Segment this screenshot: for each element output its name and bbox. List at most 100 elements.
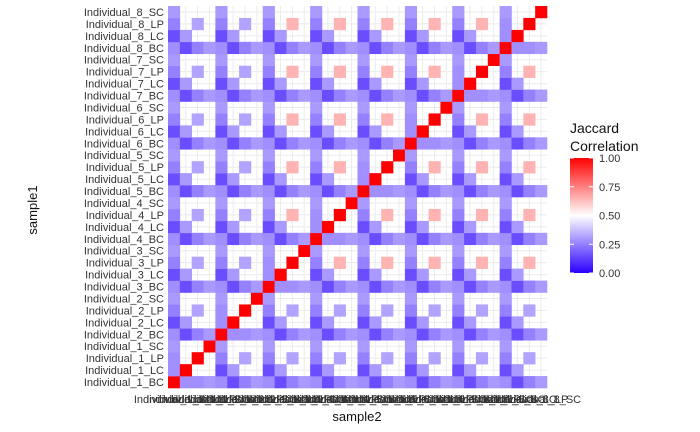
heatmap-cell	[369, 173, 382, 186]
heatmap-cell	[168, 280, 181, 293]
heatmap-cell	[262, 220, 275, 234]
heatmap-cell	[203, 280, 216, 293]
heatmap-cell	[464, 173, 477, 186]
heatmap-cell	[321, 41, 335, 55]
heatmap-cell	[523, 208, 536, 222]
heatmap-cell	[168, 17, 181, 31]
heatmap-cell	[321, 364, 335, 377]
heatmap-cell	[404, 77, 418, 90]
heatmap-cell	[262, 65, 275, 78]
heatmap-cell	[168, 208, 181, 222]
x-tick-label: Individual_3_SC	[264, 394, 344, 406]
y-tick-label: Individual_5_LP	[86, 162, 164, 174]
heatmap-cell	[262, 125, 275, 138]
x-tick-label: Individual_7_SC	[454, 394, 534, 406]
heatmap-cell	[440, 328, 453, 341]
heatmap-cell	[333, 280, 346, 293]
heatmap-cell	[464, 364, 477, 377]
y-tick-label: Individual_1_LP	[86, 353, 164, 365]
heatmap-cell	[464, 220, 477, 234]
x-tick-label: Individual_2_SC	[217, 394, 297, 406]
heatmap-cell	[357, 232, 370, 246]
heatmap-cell	[250, 376, 264, 389]
legend-tick-label: 0.50	[599, 211, 620, 223]
heatmap-cell	[333, 185, 346, 198]
heatmap-cell	[179, 41, 192, 55]
heatmap-cell	[452, 268, 465, 281]
heatmap-cell	[191, 137, 204, 150]
heatmap-cell	[286, 89, 299, 102]
heatmap-cell	[487, 280, 500, 293]
heatmap-cell	[428, 352, 441, 365]
heatmap-cell	[215, 268, 228, 281]
heatmap-cell	[333, 376, 346, 389]
x-tick-label: Individual_1_BC	[134, 394, 214, 406]
heatmap-cell	[286, 328, 299, 341]
heatmap-cell	[475, 89, 489, 102]
heatmap-cell	[310, 137, 323, 150]
heatmap-cell	[168, 376, 181, 389]
heatmap-cell	[333, 41, 346, 55]
heatmap-cell	[535, 6, 548, 19]
heatmap-cell	[393, 137, 406, 150]
heatmap-cell	[428, 376, 441, 389]
heatmap-cell	[475, 256, 489, 269]
heatmap-cell	[452, 256, 465, 269]
heatmap-cell	[179, 185, 192, 198]
heatmap-cell	[357, 376, 370, 389]
heatmap-cell	[357, 244, 370, 257]
heatmap-cell	[404, 41, 418, 55]
heatmap-cell	[274, 77, 287, 90]
heatmap-cell	[369, 316, 382, 329]
heatmap-cell	[321, 185, 335, 198]
heatmap-cell	[499, 65, 512, 78]
heatmap-cell	[464, 89, 477, 102]
heatmap-cell	[357, 316, 370, 329]
heatmap-cell	[262, 292, 275, 305]
heatmap-cell	[393, 41, 406, 55]
heatmap-cell	[464, 280, 477, 293]
heatmap-cell	[321, 77, 335, 90]
heatmap-cell	[215, 53, 228, 66]
heatmap-cell	[239, 65, 252, 78]
heatmap-cell	[475, 41, 489, 55]
heatmap-cell	[464, 328, 477, 341]
heatmap-cell	[428, 17, 441, 31]
y-axis-title: sample1	[25, 185, 40, 234]
heatmap-cell	[428, 113, 441, 126]
heatmap-cell	[393, 232, 406, 246]
heatmap-cell	[440, 280, 453, 293]
x-tick-label: Individual_8_LP	[490, 394, 568, 406]
heatmap-cell	[523, 352, 536, 365]
heatmap-cell	[239, 137, 252, 150]
heatmap-cell	[381, 65, 394, 78]
y-tick-label: Individual_4_LC	[85, 222, 164, 234]
heatmap-cell	[191, 256, 204, 269]
heatmap-cell	[286, 65, 299, 78]
heatmap-cell	[499, 17, 512, 31]
heatmap-cell	[274, 328, 287, 341]
heatmap-cell	[499, 77, 512, 90]
heatmap-cell	[227, 376, 240, 389]
y-tick-label: Individual_6_BC	[84, 138, 164, 150]
heatmap-cell	[227, 316, 240, 329]
color-legend: Jaccard Correlation 0.00 0.25 0.50 0.75 1.00	[570, 120, 638, 280]
heatmap-cell	[499, 208, 512, 222]
heatmap-cell	[475, 65, 489, 78]
heatmap-cell	[310, 376, 323, 389]
heatmap-cell	[262, 149, 275, 162]
heatmap-cell	[452, 17, 465, 31]
heatmap-cell	[511, 29, 524, 43]
heatmap-cell	[381, 41, 394, 55]
heatmap-cell	[227, 125, 240, 138]
heatmap-cell	[369, 185, 382, 198]
heatmap-cell	[286, 137, 299, 150]
heatmap-cell	[215, 77, 228, 90]
heatmap-cell	[179, 316, 192, 329]
heatmap-cell	[381, 161, 394, 174]
heatmap-cell	[262, 197, 275, 210]
heatmap-cell	[404, 161, 418, 174]
heatmap-cell	[499, 53, 512, 66]
heatmap-cell	[499, 149, 512, 162]
heatmap-cell	[511, 125, 524, 138]
